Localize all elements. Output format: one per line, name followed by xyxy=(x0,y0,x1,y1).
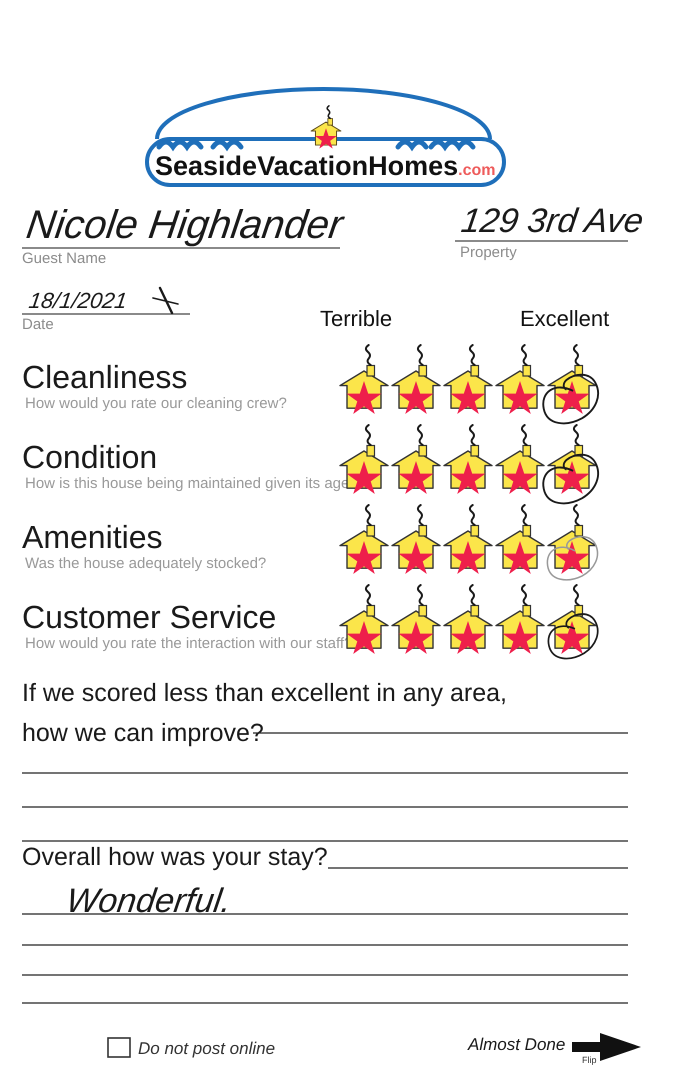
svg-text:Date: Date xyxy=(22,316,54,333)
svg-text:Almost Done: Almost Done xyxy=(467,1035,565,1054)
svg-text:How would you rate our cleanin: How would you rate our cleaning crew? xyxy=(25,395,287,412)
svg-text:18/1/2021: 18/1/2021 xyxy=(27,288,128,313)
svg-text:Was the house adequately stock: Was the house adequately stocked? xyxy=(25,555,266,572)
svg-text:How would you rate the interac: How would you rate the interaction with … xyxy=(25,635,352,652)
svg-text:Overall how was your stay?: Overall how was your stay? xyxy=(22,843,328,871)
svg-text:Nicole Highlander: Nicole Highlander xyxy=(24,203,348,247)
svg-text:Do not post online: Do not post online xyxy=(138,1039,275,1058)
svg-text:Cleanliness: Cleanliness xyxy=(22,359,187,395)
svg-text:If we scored less than excelle: If we scored less than excellent in any … xyxy=(22,679,507,707)
svg-text:Customer Service: Customer Service xyxy=(22,599,276,635)
svg-text:129 3rd Ave: 129 3rd Ave xyxy=(459,202,646,240)
svg-text:Excellent: Excellent xyxy=(520,306,609,331)
svg-text:Guest Name: Guest Name xyxy=(22,250,106,267)
svg-text:How is this house being mainta: How is this house being maintained given… xyxy=(25,475,358,492)
svg-text:SeasideVacationHomes.com: SeasideVacationHomes.com xyxy=(155,151,496,181)
svg-text:how we can improve?: how we can improve? xyxy=(22,719,264,747)
svg-text:Property: Property xyxy=(460,244,517,261)
svg-text:Condition: Condition xyxy=(22,439,157,475)
svg-text:Flip: Flip xyxy=(582,1055,597,1065)
svg-text:Amenities: Amenities xyxy=(22,519,163,555)
svg-text:Terrible: Terrible xyxy=(320,306,392,331)
